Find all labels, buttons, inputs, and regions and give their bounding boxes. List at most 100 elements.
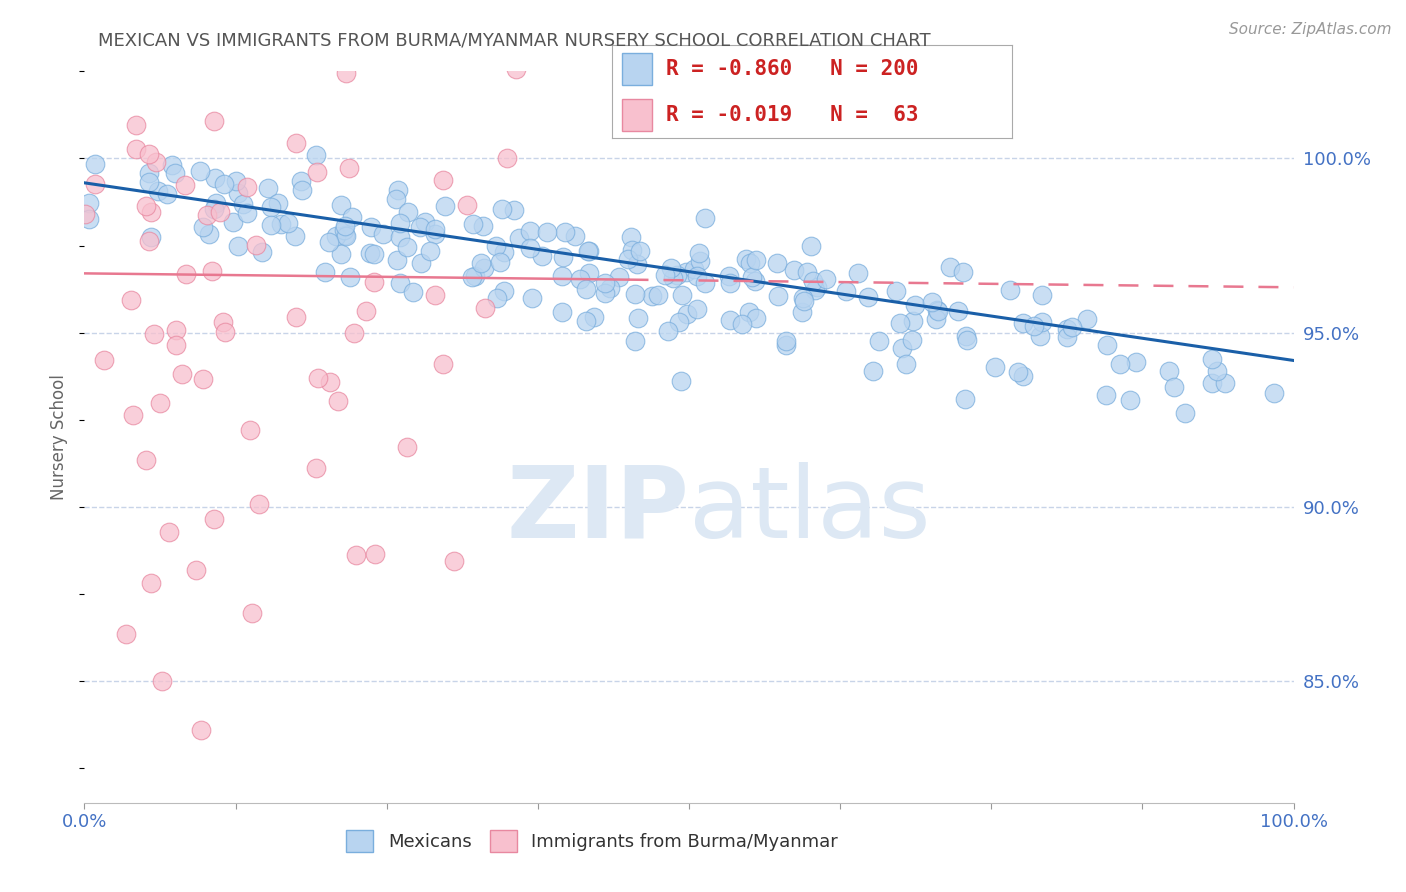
Point	[662, 270, 685, 285]
Point	[666, 268, 689, 283]
Point	[335, 229, 357, 244]
Point	[259, 218, 281, 232]
Point	[472, 219, 495, 233]
Point	[718, 276, 741, 290]
Point	[284, 310, 307, 325]
Point	[470, 256, 492, 270]
Point	[402, 285, 425, 299]
Point	[160, 158, 183, 172]
Point	[682, 262, 704, 277]
Point	[156, 187, 179, 202]
Point	[138, 166, 160, 180]
Point	[1119, 393, 1142, 408]
Point	[800, 239, 823, 253]
Point	[135, 453, 157, 467]
Point	[205, 196, 228, 211]
Point	[657, 324, 679, 338]
Point	[396, 205, 419, 219]
Point	[283, 229, 305, 244]
Point	[150, 673, 173, 688]
Point	[983, 359, 1005, 374]
Point	[388, 276, 411, 290]
Point	[291, 183, 314, 197]
Point	[337, 161, 360, 175]
Point	[582, 310, 605, 325]
Point	[519, 224, 541, 238]
Point	[641, 288, 664, 302]
Point	[1213, 376, 1236, 390]
Point	[955, 329, 977, 343]
Point	[693, 211, 716, 226]
Point	[122, 408, 145, 422]
Point	[284, 136, 307, 150]
Point	[141, 230, 163, 244]
Point	[256, 181, 278, 195]
Point	[675, 264, 697, 278]
Point	[226, 186, 249, 200]
Point	[505, 62, 527, 76]
Point	[247, 497, 270, 511]
Point	[654, 268, 676, 283]
Point	[432, 173, 454, 187]
Point	[83, 177, 105, 191]
Point	[1076, 312, 1098, 326]
Point	[409, 255, 432, 269]
Point	[835, 284, 858, 298]
Point	[464, 268, 486, 283]
Point	[364, 548, 387, 562]
Point	[165, 322, 187, 336]
Point	[236, 206, 259, 220]
Point	[889, 316, 911, 330]
Text: R = -0.860   N = 200: R = -0.860 N = 200	[665, 59, 918, 79]
Text: Source: ZipAtlas.com: Source: ZipAtlas.com	[1229, 22, 1392, 37]
Point	[1056, 329, 1078, 343]
Point	[184, 563, 207, 577]
Point	[624, 286, 647, 301]
Point	[307, 165, 329, 179]
Point	[1029, 329, 1052, 343]
Point	[415, 215, 437, 229]
Point	[208, 204, 231, 219]
Point	[202, 202, 225, 217]
Point	[270, 217, 292, 231]
Point	[305, 148, 328, 162]
Point	[335, 65, 357, 79]
Point	[1201, 376, 1223, 390]
Point	[1174, 406, 1197, 420]
Point	[120, 293, 142, 307]
Point	[661, 260, 683, 275]
Point	[536, 225, 558, 239]
Point	[344, 548, 367, 562]
Point	[775, 338, 797, 352]
Point	[856, 290, 879, 304]
Point	[135, 199, 157, 213]
Point	[290, 174, 312, 188]
FancyBboxPatch shape	[621, 99, 652, 131]
Point	[946, 304, 969, 318]
Point	[553, 250, 575, 264]
Point	[328, 394, 350, 409]
Point	[195, 208, 218, 222]
Point	[738, 256, 761, 270]
Point	[307, 370, 329, 384]
Point	[884, 284, 907, 298]
Point	[868, 334, 890, 349]
Point	[492, 284, 515, 298]
Point	[125, 142, 148, 156]
Point	[157, 524, 180, 539]
Point	[627, 310, 650, 325]
Point	[333, 223, 356, 237]
Point	[115, 627, 138, 641]
Point	[1031, 288, 1053, 302]
Point	[387, 183, 409, 197]
Point	[686, 269, 709, 284]
Point	[593, 276, 616, 290]
Point	[496, 151, 519, 165]
Point	[891, 341, 914, 355]
Point	[775, 334, 797, 349]
Point	[485, 239, 508, 253]
Point	[551, 304, 574, 318]
Point	[574, 282, 596, 296]
Text: MEXICAN VS IMMIGRANTS FROM BURMA/MYANMAR NURSERY SCHOOL CORRELATION CHART: MEXICAN VS IMMIGRANTS FROM BURMA/MYANMAR…	[98, 31, 931, 49]
Point	[901, 314, 924, 328]
